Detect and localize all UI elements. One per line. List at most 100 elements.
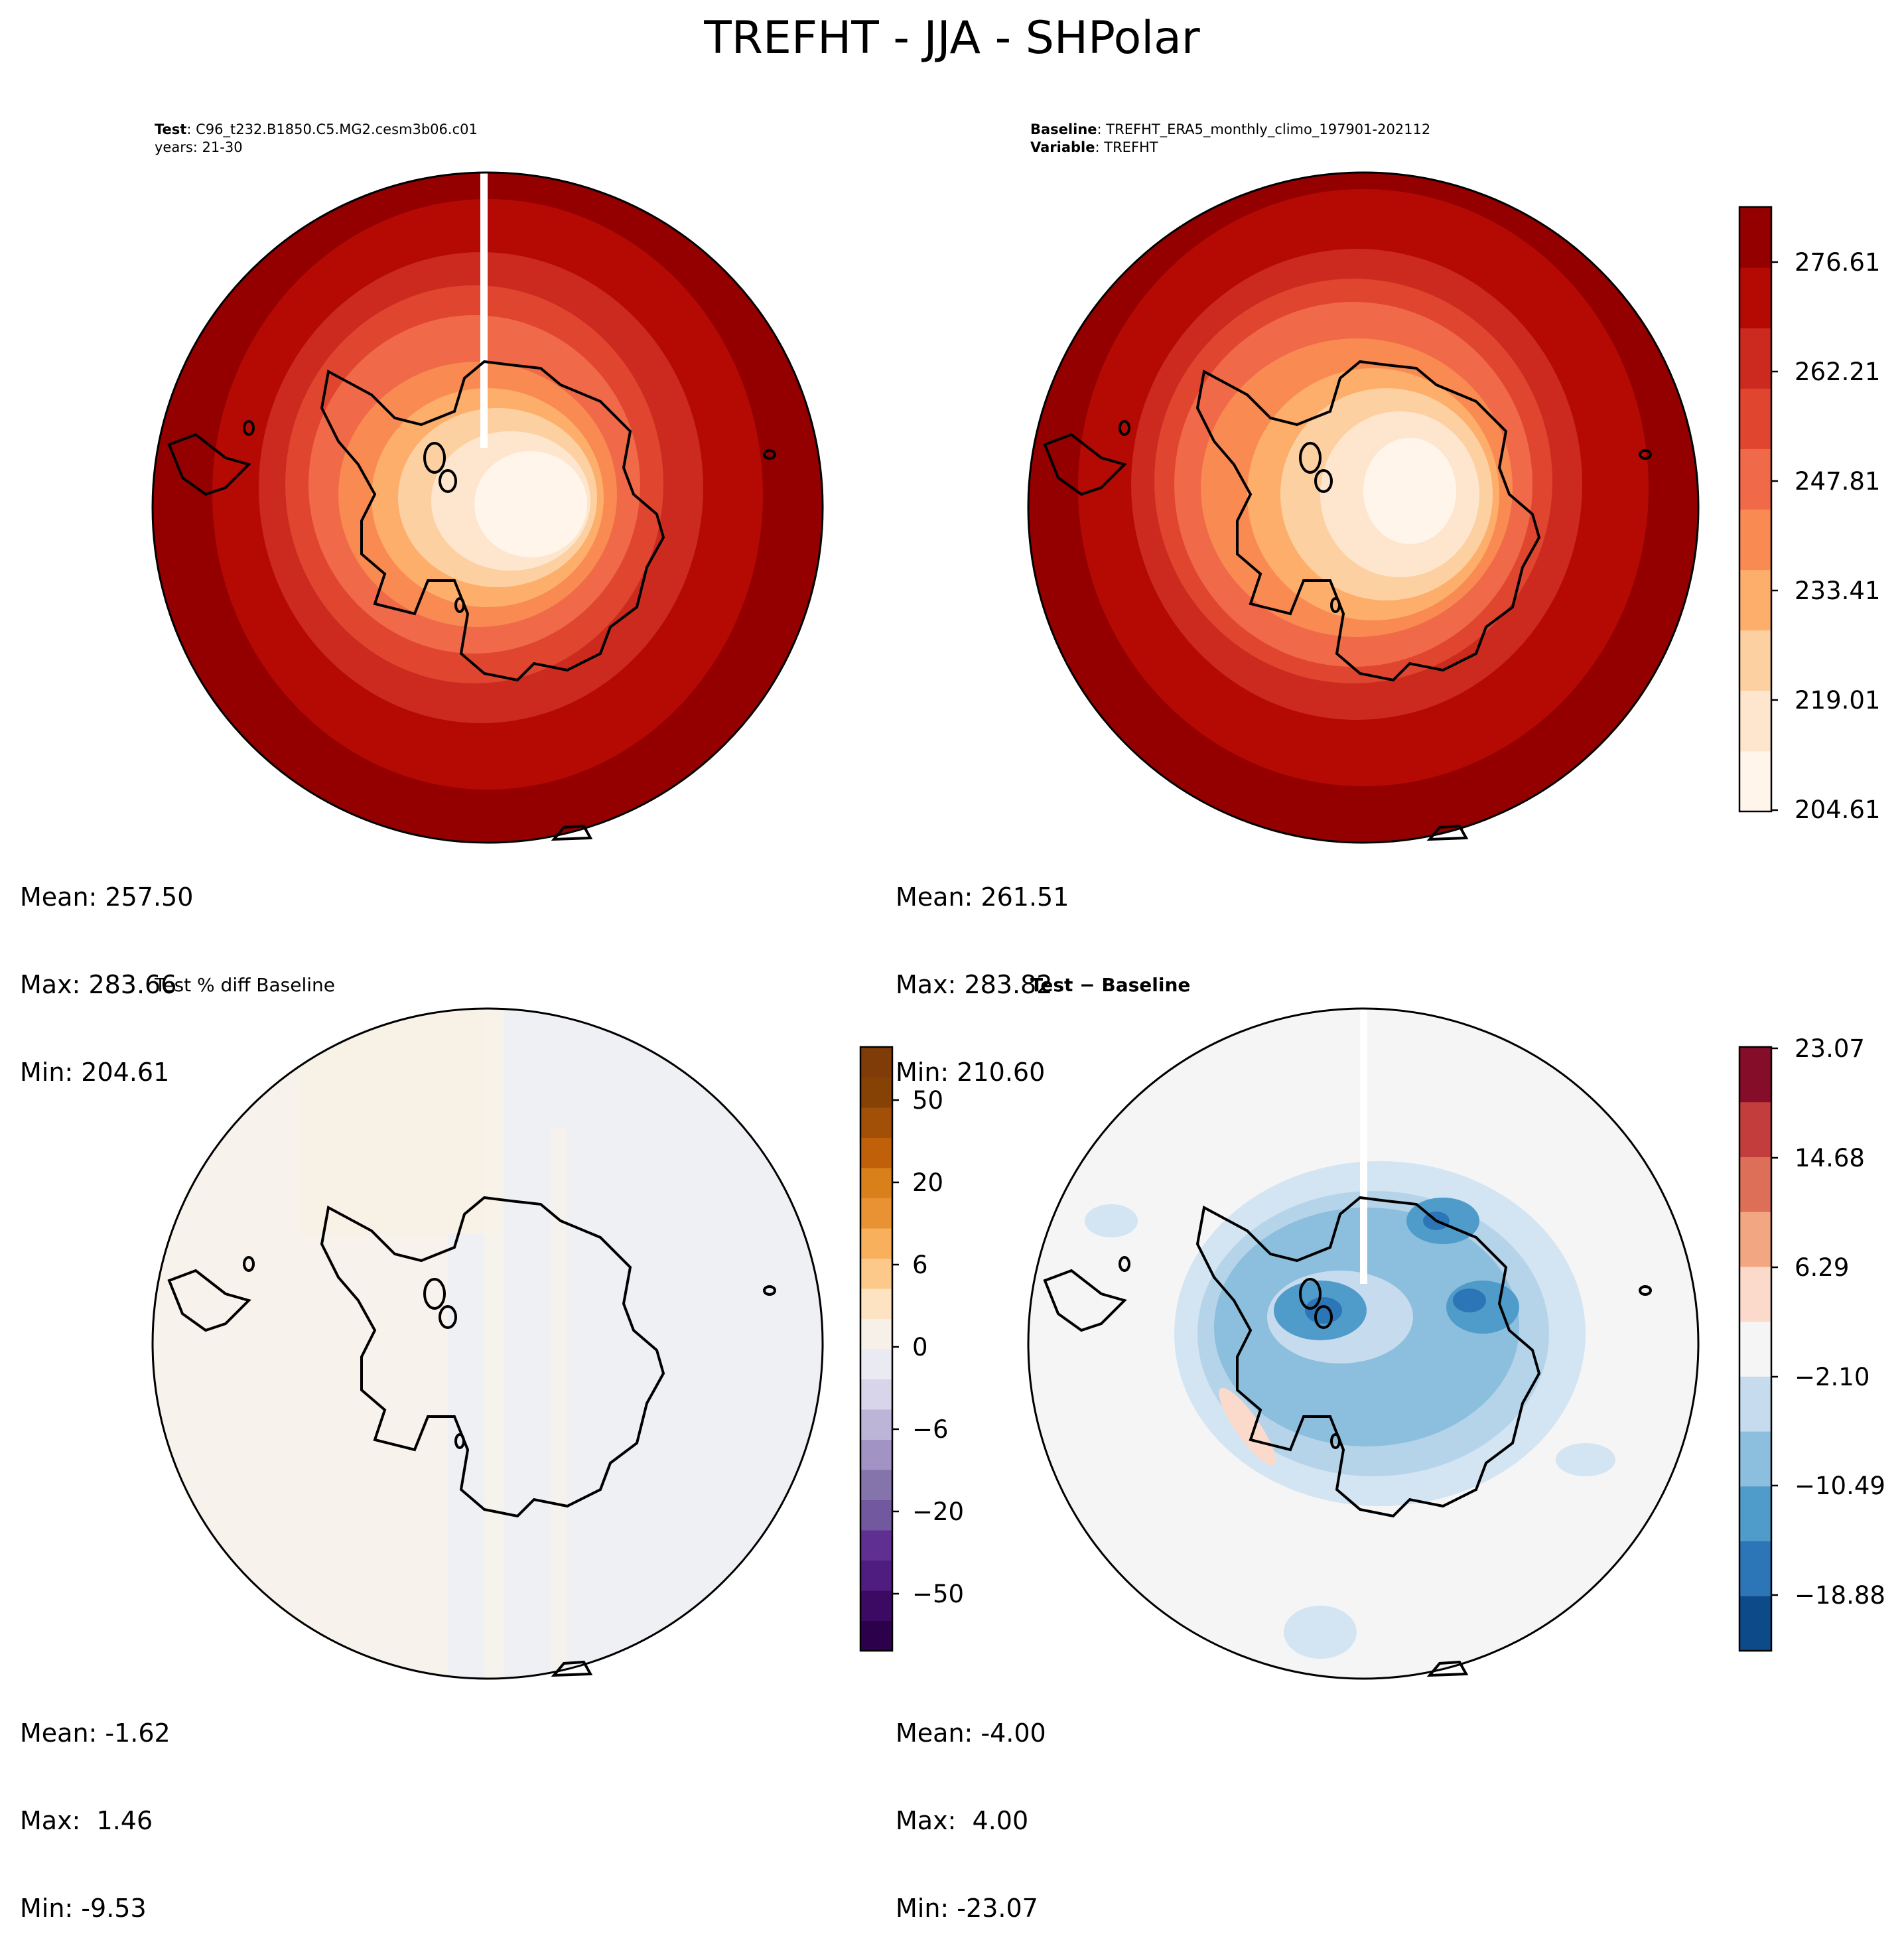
pct-diff-colorbar-outline [859, 1046, 894, 1652]
temperature-colorbar-segment [1739, 630, 1771, 691]
temp-label-276: 276.61 [1795, 248, 1880, 277]
test-max: Max: 283.66 [20, 970, 177, 999]
pct-diff-map [153, 1009, 823, 1679]
pct-diff-colorbar-segment [860, 1137, 892, 1168]
temperature-colorbar-segment [1739, 388, 1771, 449]
pct-label-6: 6 [912, 1251, 928, 1279]
test-header-key: Test [155, 121, 187, 137]
pct-diff-map-boundary [151, 1007, 824, 1680]
diff-label-neg2: −2.10 [1795, 1363, 1870, 1391]
temperature-colorbar [1738, 206, 1778, 813]
diff-label-23: 23.07 [1795, 1034, 1865, 1063]
diff-panel-title: Test − Baseline [1030, 974, 1191, 996]
temp-label-262: 262.21 [1795, 358, 1880, 386]
diff-colorbar-segment [1739, 1047, 1771, 1103]
pct-diff-colorbar-segment [860, 1289, 892, 1319]
pct-diff-colorbar-segment [860, 1470, 892, 1500]
diff-colorbar-segment [1739, 1266, 1771, 1322]
pct-diff-mean: Mean: -1.62 [20, 1718, 170, 1748]
baseline-header-sep: : [1097, 121, 1107, 137]
test-map [153, 173, 823, 843]
pct-label-0: 0 [912, 1333, 928, 1361]
pct-diff-stats: Mean: -1.62 Max: 1.46 Min: -9.53 [20, 1660, 170, 1952]
baseline-stats: Mean: 261.51 Max: 283.82 Min: 210.60 [896, 824, 1069, 1116]
test-stats: Mean: 257.50 Max: 283.66 Min: 204.61 [20, 824, 193, 1116]
pct-diff-colorbar-segment [860, 1560, 892, 1591]
diff-mean: Mean: -4.00 [896, 1718, 1046, 1748]
test-min: Min: 204.61 [20, 1058, 170, 1087]
test-panel-header: Test: C96_t232.B1850.C5.MG2.cesm3b06.c01… [155, 121, 478, 157]
pct-label-neg50: −50 [912, 1580, 964, 1608]
diff-colorbar-segment [1739, 1321, 1771, 1377]
pct-diff-colorbar-segment [860, 1258, 892, 1289]
pct-diff-colorbar-segment [860, 1349, 892, 1379]
pct-label-50: 50 [912, 1086, 943, 1115]
diff-label-14: 14.68 [1795, 1144, 1865, 1172]
temperature-colorbar-segment [1739, 750, 1771, 812]
diff-colorbar-segment [1739, 1596, 1771, 1651]
pct-label-neg20: −20 [912, 1498, 964, 1526]
baseline-min: Min: 210.60 [896, 1058, 1046, 1087]
pct-diff-colorbar-segment [860, 1168, 892, 1198]
baseline-mean: Mean: 261.51 [896, 882, 1069, 912]
diff-max: Max: 4.00 [896, 1806, 1029, 1835]
variable-header-sep: : [1095, 139, 1105, 155]
pct-diff-colorbar-segment [860, 1107, 892, 1138]
diff-colorbar-segment [1739, 1376, 1771, 1432]
test-mean: Mean: 257.50 [20, 882, 194, 912]
temp-label-219: 219.01 [1795, 686, 1880, 715]
test-header-sep: : [186, 121, 196, 137]
pct-diff-colorbar-segment [860, 1379, 892, 1410]
variable-header-key: Variable [1030, 139, 1095, 155]
temperature-colorbar-segment [1739, 207, 1771, 268]
pct-diff-colorbar-segment [860, 1620, 892, 1651]
pct-diff-colorbar-segment [860, 1409, 892, 1440]
baseline-panel-header: Baseline: TREFHT_ERA5_monthly_climo_1979… [1030, 121, 1430, 157]
diff-colorbar-segment [1739, 1156, 1771, 1212]
temperature-colorbar-segment [1739, 569, 1771, 631]
diff-label-neg18: −18.88 [1795, 1581, 1885, 1610]
diff-colorbar [1738, 1046, 1778, 1652]
baseline-map-boundary [1027, 171, 1700, 844]
diff-map-boundary [1027, 1007, 1700, 1680]
test-case-name: C96_t232.B1850.C5.MG2.cesm3b06.c01 [196, 121, 478, 137]
test-years: years: 21-30 [155, 139, 243, 155]
pct-diff-colorbar [859, 1046, 899, 1652]
temperature-colorbar-segment [1739, 449, 1771, 510]
temperature-colorbar-labels: 276.61 262.21 247.81 233.41 219.01 204.6… [1795, 248, 1880, 824]
diff-colorbar-segment [1739, 1212, 1771, 1267]
pct-diff-colorbar-labels: 50 20 6 0 −6 −20 −50 [912, 1086, 964, 1608]
figure-canvas: 276.61 262.21 247.81 233.41 219.01 204.6… [151, 171, 1885, 1680]
pct-diff-colorbar-segment [860, 1047, 892, 1078]
pct-diff-colorbar-segment [860, 1228, 892, 1259]
diff-map [1028, 1009, 1698, 1679]
pct-diff-colorbar-segment [860, 1590, 892, 1621]
temperature-colorbar-segment [1739, 690, 1771, 752]
baseline-case-name: TREFHT_ERA5_monthly_climo_197901-202112 [1106, 121, 1431, 137]
diff-min: Min: -23.07 [896, 1894, 1038, 1923]
temperature-colorbar-segment [1739, 509, 1771, 571]
pct-diff-colorbar-segment [860, 1499, 892, 1531]
baseline-max: Max: 283.82 [896, 970, 1053, 999]
pct-diff-colorbar-segment [860, 1198, 892, 1229]
pct-label-20: 20 [912, 1168, 943, 1197]
diff-colorbar-segment [1739, 1431, 1771, 1487]
baseline-header-key: Baseline [1030, 121, 1097, 137]
temp-label-204: 204.61 [1795, 796, 1880, 824]
pct-diff-panel-title: Test % diff Baseline [155, 974, 336, 996]
pct-diff-colorbar-segment [860, 1077, 892, 1108]
pct-diff-colorbar-segment [860, 1318, 892, 1350]
variable-name: TREFHT [1104, 139, 1158, 155]
diff-colorbar-segment [1739, 1486, 1771, 1542]
diff-label-6: 6.29 [1795, 1253, 1849, 1282]
temperature-colorbar-segment [1739, 267, 1771, 328]
diff-colorbar-segment [1739, 1101, 1771, 1157]
test-map-boundary [151, 171, 824, 844]
pct-diff-colorbar-segment [860, 1439, 892, 1470]
diff-colorbar-outline [1738, 1046, 1773, 1652]
pct-diff-colorbar-segment [860, 1530, 892, 1561]
temp-label-233: 233.41 [1795, 577, 1880, 605]
diff-colorbar-segment [1739, 1541, 1771, 1596]
figure-title: TREFHT - JJA - SHPolar [704, 12, 1200, 64]
diff-stats: Mean: -4.00 Max: 4.00 Min: -23.07 [896, 1660, 1046, 1952]
